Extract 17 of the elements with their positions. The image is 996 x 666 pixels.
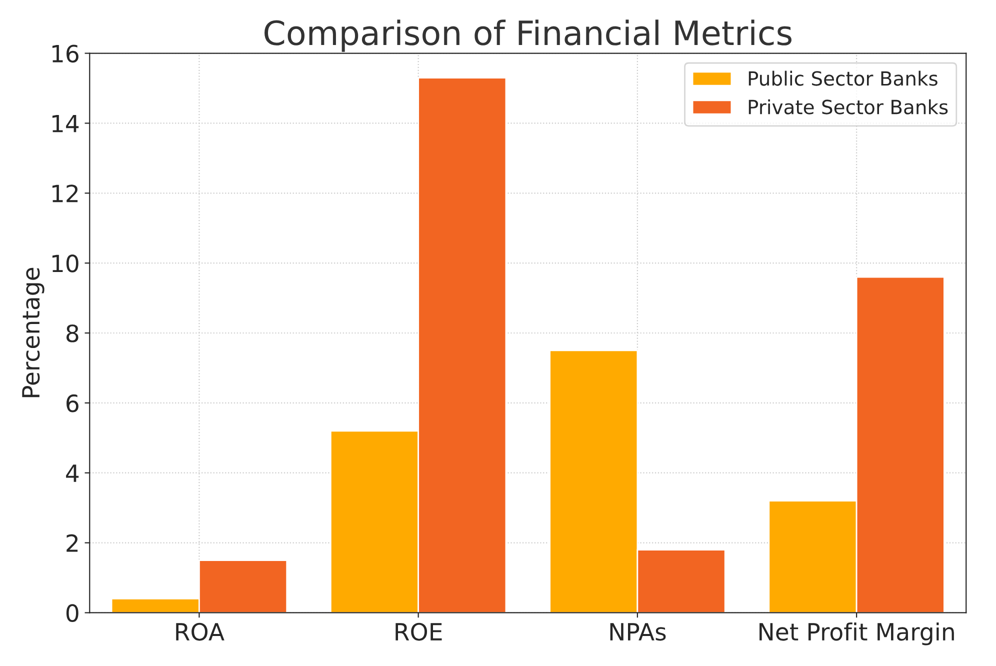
legend-label: Public Sector Banks [748, 70, 938, 86]
y-axis-title: Percentage [22, 268, 44, 398]
x-tick-label: Net Profit Margin [760, 622, 954, 646]
y-tick-label: 10 [52, 254, 78, 272]
y-tick-label: 14 [52, 114, 79, 132]
y-tick-label: 2 [66, 534, 78, 552]
legend-label: Private Sector Banks [748, 99, 948, 114]
y-tick-label: 6 [66, 394, 78, 412]
y-tick-label: 8 [66, 324, 78, 342]
x-tick-label: NPAs [610, 623, 666, 641]
y-tick-label: 12 [52, 184, 78, 202]
y-tick-label: 0 [66, 604, 78, 622]
x-tick-label: ROE [396, 622, 442, 641]
x-tick-label: ROA [176, 622, 224, 641]
y-tick-label: 4 [66, 464, 79, 482]
y-tick-label: 16 [52, 44, 78, 63]
chart-title: Comparison of Financial Metrics [264, 20, 792, 52]
